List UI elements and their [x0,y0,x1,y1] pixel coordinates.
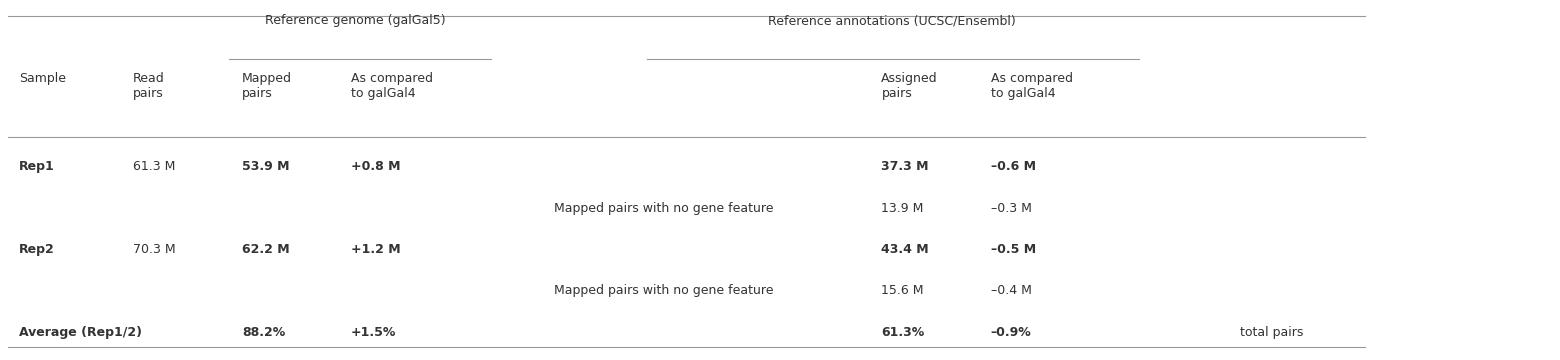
Text: 15.6 M: 15.6 M [881,284,924,297]
Text: 70.3 M: 70.3 M [133,243,175,256]
Text: –0.9%: –0.9% [991,326,1031,339]
Text: +0.8 M: +0.8 M [351,160,401,173]
Text: 37.3 M: 37.3 M [881,160,928,173]
Text: Reference annotations (UCSC/Ensembl): Reference annotations (UCSC/Ensembl) [769,14,1016,27]
Text: 88.2%: 88.2% [242,326,285,339]
Text: +1.5%: +1.5% [351,326,396,339]
Text: 62.2 M: 62.2 M [242,243,290,256]
Text: 61.3%: 61.3% [881,326,925,339]
Text: 43.4 M: 43.4 M [881,243,930,256]
Text: Reference genome (galGal5): Reference genome (galGal5) [265,14,446,27]
Text: total pairs: total pairs [1240,326,1304,339]
Text: As compared
to galGal4: As compared to galGal4 [351,72,434,100]
Text: Read
pairs: Read pairs [133,72,164,100]
Text: –0.3 M: –0.3 M [991,202,1031,215]
Text: 13.9 M: 13.9 M [881,202,924,215]
Text: Mapped pairs with no gene feature: Mapped pairs with no gene feature [554,202,774,215]
Text: Mapped pairs with no gene feature: Mapped pairs with no gene feature [554,284,774,297]
Text: As compared
to galGal4: As compared to galGal4 [991,72,1073,100]
Text: Rep2: Rep2 [19,243,55,256]
Text: +1.2 M: +1.2 M [351,243,401,256]
Text: Rep1: Rep1 [19,160,55,173]
Text: Sample: Sample [19,72,66,85]
Text: Mapped
pairs: Mapped pairs [242,72,292,100]
Text: –0.5 M: –0.5 M [991,243,1036,256]
Text: –0.6 M: –0.6 M [991,160,1036,173]
Text: 61.3 M: 61.3 M [133,160,175,173]
Text: 53.9 M: 53.9 M [242,160,289,173]
Text: Average (Rep1/2): Average (Rep1/2) [19,326,142,339]
Text: –0.4 M: –0.4 M [991,284,1031,297]
Text: Assigned
pairs: Assigned pairs [881,72,938,100]
